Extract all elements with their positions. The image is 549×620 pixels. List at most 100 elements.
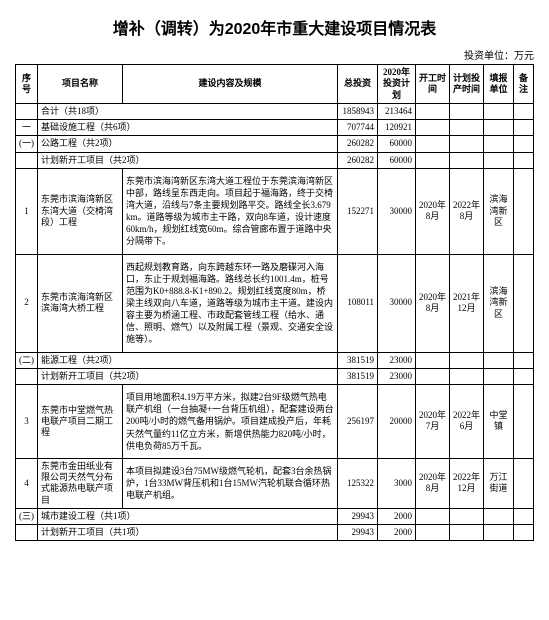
cell (484, 136, 514, 152)
cell (416, 525, 450, 541)
cell (514, 136, 534, 152)
cell: 260282 (338, 136, 378, 152)
col-desc: 建设内容及规模 (123, 65, 338, 104)
cell: 项目用地面积4.19万平方米，拟建2台9F级燃气热电联产机组（一台抽凝+一台背压… (123, 385, 338, 459)
cell: 2022年6月 (450, 385, 484, 459)
cell: 108011 (338, 254, 378, 352)
cell: 213464 (378, 103, 416, 119)
cell: 1858943 (338, 103, 378, 119)
col-plan: 2020年投资计划 (378, 65, 416, 104)
cell: 23000 (378, 368, 416, 384)
cell: 东莞市滨海湾新区东湾大道工程位于东莞滨海湾新区中部，路线呈东西走向。项目起于福海… (123, 168, 338, 254)
cell (484, 525, 514, 541)
cell: 4 (16, 458, 38, 508)
table-row: 2东莞市滨海湾新区滨海湾大桥工程西起规划教育路，向东跨越东环一路及磨碟河入海口，… (16, 254, 534, 352)
cell: 30000 (378, 254, 416, 352)
cell: 2020年8月 (416, 458, 450, 508)
table-row: 计划新开工项目（共1项）299432000 (16, 525, 534, 541)
table-row: 4东莞市金田纸业有限公司天然气分布式能源热电联产项目本项目拟建设3台75MW级燃… (16, 458, 534, 508)
cell: 152271 (338, 168, 378, 254)
cell (514, 352, 534, 368)
cell (450, 352, 484, 368)
cell (484, 368, 514, 384)
cell (450, 136, 484, 152)
cell: 东莞市滨海湾新区东湾大道（交椅湾段）工程 (38, 168, 123, 254)
cell: 20000 (378, 385, 416, 459)
cell (484, 508, 514, 524)
table-row: 计划新开工项目（共2项）38151923000 (16, 368, 534, 384)
cell (450, 103, 484, 119)
cell (484, 120, 514, 136)
table-row: 合计（共18项）1858943213464 (16, 103, 534, 119)
cell: 万江街道 (484, 458, 514, 508)
cell: 2022年8月 (450, 168, 484, 254)
cell (484, 152, 514, 168)
cell: 基础设施工程（共6项） (38, 120, 338, 136)
cell: 能源工程（共2项） (38, 352, 338, 368)
cell: 一 (16, 120, 38, 136)
cell: 2020年7月 (416, 385, 450, 459)
cell: 29943 (338, 525, 378, 541)
cell: (三) (16, 508, 38, 524)
cell (416, 120, 450, 136)
cell: 东莞市滨海湾新区滨海湾大桥工程 (38, 254, 123, 352)
cell: 2021年12月 (450, 254, 484, 352)
cell (484, 103, 514, 119)
cell: 东莞市中堂燃气热电联产项目二期工程 (38, 385, 123, 459)
cell: 中堂镇 (484, 385, 514, 459)
table-row: 3东莞市中堂燃气热电联产项目二期工程项目用地面积4.19万平方米，拟建2台9F级… (16, 385, 534, 459)
table-row: (二)能源工程（共2项）38151923000 (16, 352, 534, 368)
cell: 2000 (378, 508, 416, 524)
col-start: 开工时间 (416, 65, 450, 104)
cell: (二) (16, 352, 38, 368)
cell: 2 (16, 254, 38, 352)
cell (416, 508, 450, 524)
cell (514, 385, 534, 459)
cell: 滨海湾新区 (484, 168, 514, 254)
cell (514, 103, 534, 119)
unit-label: 投资单位：万元 (15, 47, 534, 62)
cell (450, 525, 484, 541)
cell: 计划新开工项目（共2项） (38, 368, 338, 384)
table-row: (一)公路工程（共2项）26028260000 (16, 136, 534, 152)
col-inv: 总投资 (338, 65, 378, 104)
col-idx: 序号 (16, 65, 38, 104)
cell (16, 152, 38, 168)
cell: 计划新开工项目（共2项） (38, 152, 338, 168)
cell (484, 352, 514, 368)
col-end: 计划投产时间 (450, 65, 484, 104)
cell (416, 368, 450, 384)
cell: 256197 (338, 385, 378, 459)
cell: (一) (16, 136, 38, 152)
cell (514, 120, 534, 136)
cell: 西起规划教育路，向东跨越东环一路及磨碟河入海口，东止于规划福海路。路线总长约10… (123, 254, 338, 352)
cell: 2000 (378, 525, 416, 541)
col-unit: 填报单位 (484, 65, 514, 104)
cell: 260282 (338, 152, 378, 168)
cell (416, 103, 450, 119)
page-title: 增补（调转）为2020年市重大建设项目情况表 (15, 15, 534, 39)
table-row: (三)城市建设工程（共1项）299432000 (16, 508, 534, 524)
cell: 2020年8月 (416, 168, 450, 254)
cell: 计划新开工项目（共1项） (38, 525, 338, 541)
table-header-row: 序号 项目名称 建设内容及规模 总投资 2020年投资计划 开工时间 计划投产时… (16, 65, 534, 104)
cell (16, 525, 38, 541)
projects-table: 序号 项目名称 建设内容及规模 总投资 2020年投资计划 开工时间 计划投产时… (15, 64, 534, 541)
table-row: 1东莞市滨海湾新区东湾大道（交椅湾段）工程东莞市滨海湾新区东湾大道工程位于东莞滨… (16, 168, 534, 254)
cell: 公路工程（共2项） (38, 136, 338, 152)
cell (514, 152, 534, 168)
cell: 东莞市金田纸业有限公司天然气分布式能源热电联产项目 (38, 458, 123, 508)
cell (450, 120, 484, 136)
cell: 60000 (378, 136, 416, 152)
cell: 本项目拟建设3台75MW级燃气轮机，配套3台余热锅炉，1台33MW背压机和1台1… (123, 458, 338, 508)
cell: 3 (16, 385, 38, 459)
cell: 381519 (338, 368, 378, 384)
cell: 2022年12月 (450, 458, 484, 508)
cell: 120921 (378, 120, 416, 136)
cell: 滨海湾新区 (484, 254, 514, 352)
cell (16, 103, 38, 119)
cell: 23000 (378, 352, 416, 368)
cell: 125322 (338, 458, 378, 508)
cell (514, 458, 534, 508)
table-row: 一基础设施工程（共6项）707744120921 (16, 120, 534, 136)
